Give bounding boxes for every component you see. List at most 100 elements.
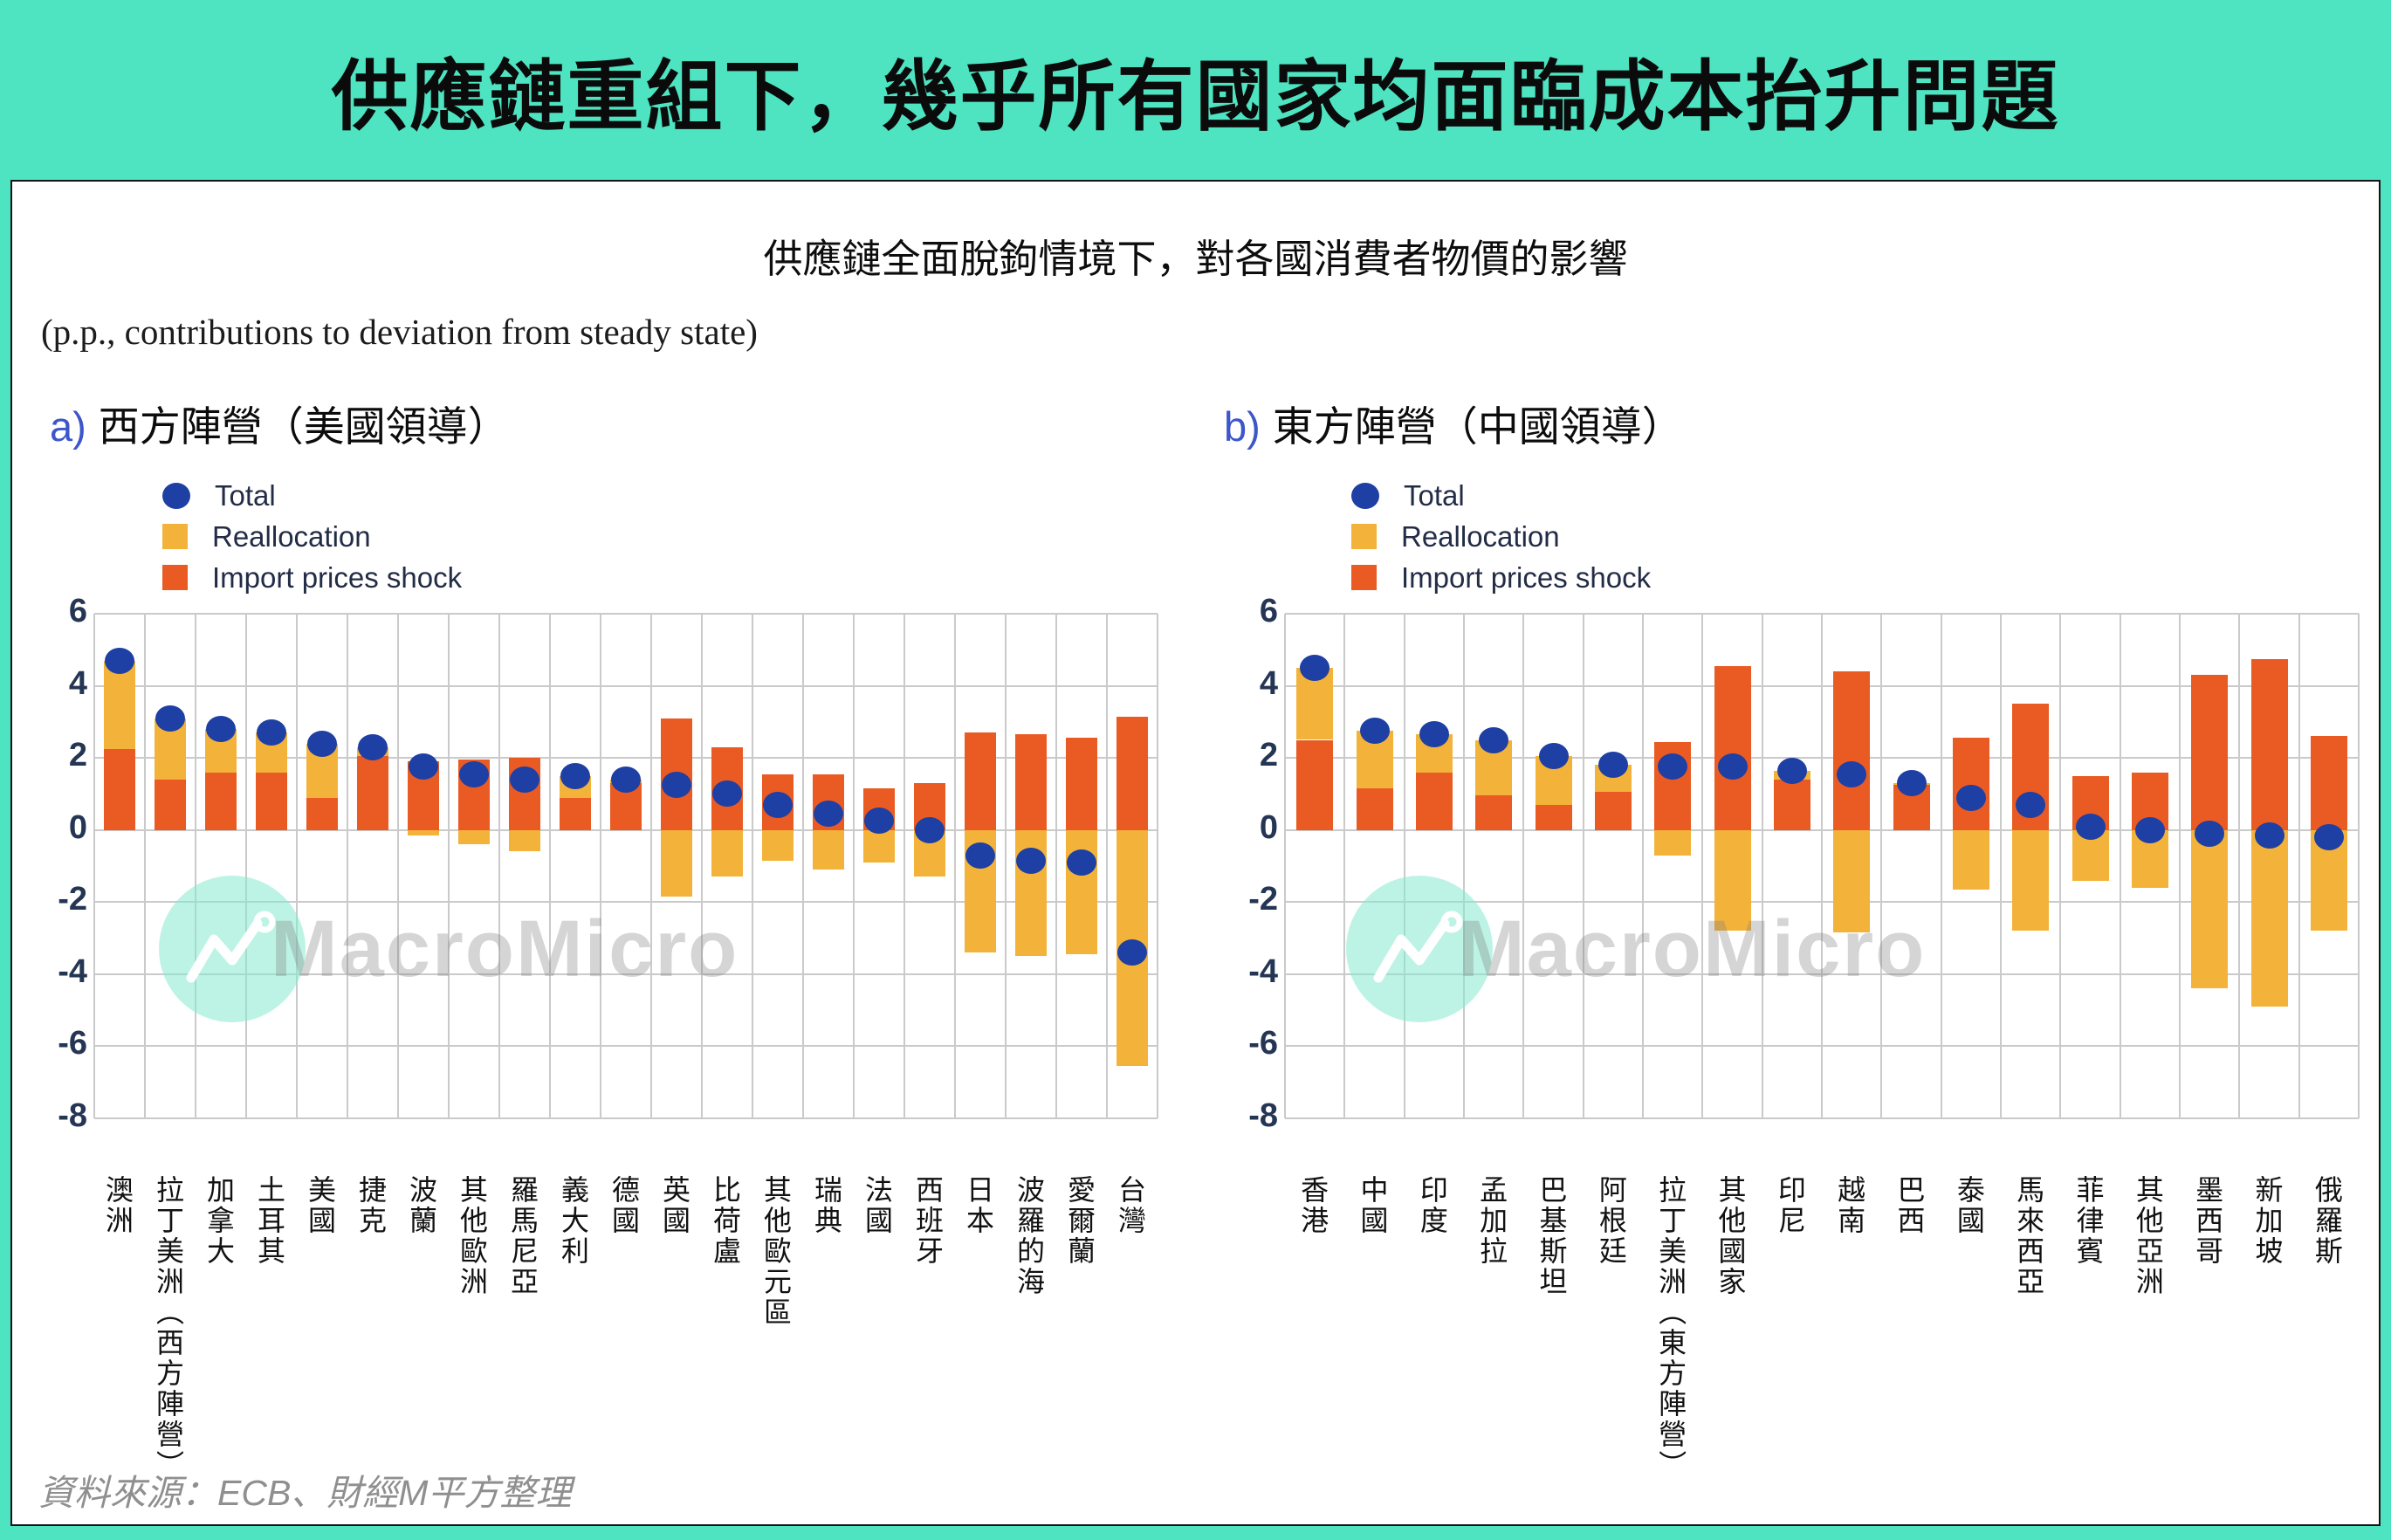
bar-segment-import-prices-shock xyxy=(1714,665,1751,830)
total-dot xyxy=(206,716,236,743)
legend-item-reallocation: Reallocation xyxy=(1351,516,1840,557)
bar-segment-reallocation xyxy=(1833,829,1871,933)
bar-segment-import-prices-shock xyxy=(2191,675,2229,830)
bar-segment-import-prices-shock xyxy=(155,779,186,830)
total-dot xyxy=(1955,784,1986,811)
x-axis-category-label: 中國 xyxy=(1357,1175,1389,1236)
bar-segment-reallocation xyxy=(711,829,743,877)
y-axis-tick-label: 4 xyxy=(1259,664,1278,702)
panel-b-title-text: 東方陣營（中國領導） xyxy=(1272,403,1683,450)
gridline xyxy=(195,614,196,1118)
axis-unit-note: (p.p., contributions to deviation from s… xyxy=(41,312,758,352)
reallocation-swatch xyxy=(1351,524,1377,549)
legend-label-import: Import prices shock xyxy=(1401,560,1652,594)
x-axis-category-label: 香港 xyxy=(1297,1175,1329,1236)
x-axis-category-label: 愛爾蘭 xyxy=(1064,1175,1096,1267)
bar-segment-import-prices-shock xyxy=(1833,671,1871,830)
gridline xyxy=(600,614,601,1118)
bar-segment-reallocation xyxy=(863,829,895,863)
bar-segment-reallocation xyxy=(1952,829,1989,890)
x-axis-category-label: 其他歐洲 xyxy=(457,1175,488,1297)
total-dot xyxy=(459,760,489,787)
x-axis-category-label: 波蘭 xyxy=(406,1175,437,1236)
x-axis-category-label: 日本 xyxy=(963,1175,994,1236)
gridline xyxy=(650,614,652,1118)
total-dot xyxy=(1538,743,1569,770)
bar-segment-import-prices-shock xyxy=(1594,792,1632,830)
gridline xyxy=(1404,614,1405,1118)
x-axis-category-label: 比荷盧 xyxy=(710,1175,741,1267)
legend-label-import: Import prices shock xyxy=(212,560,463,594)
total-dot xyxy=(257,719,286,746)
gridline xyxy=(1762,614,1763,1118)
x-axis-category-label: 英國 xyxy=(659,1175,691,1236)
legend-label-reallocation: Reallocation xyxy=(1401,519,1560,553)
x-axis-category-label: 美國 xyxy=(305,1175,336,1236)
import-shock-swatch xyxy=(1351,565,1377,590)
gridline xyxy=(144,614,146,1118)
bar-segment-reallocation xyxy=(2250,829,2288,1007)
gridline xyxy=(2000,614,2002,1118)
gridline xyxy=(802,614,804,1118)
gridline xyxy=(94,828,1158,831)
gridline xyxy=(752,614,753,1118)
gridline xyxy=(2298,614,2300,1118)
total-dot xyxy=(662,772,691,799)
bar-segment-import-prices-shock xyxy=(1116,716,1148,830)
x-axis-category-label: 巴西 xyxy=(1893,1175,1926,1236)
y-axis-tick-label: -2 xyxy=(58,881,87,918)
legend-label-reallocation: Reallocation xyxy=(212,519,371,553)
total-dot xyxy=(2313,823,2344,850)
x-axis-category-label: 拉丁美洲（東方陣營） xyxy=(1655,1175,1687,1481)
bar-segment-reallocation xyxy=(509,829,540,852)
total-dot xyxy=(864,808,894,835)
page-title: 供應鏈重組下，幾乎所有國家均面臨成本抬升問題 xyxy=(331,52,2060,140)
bar-segment-import-prices-shock xyxy=(965,732,996,830)
x-axis-category-label: 加拿大 xyxy=(203,1175,235,1267)
panel-a-letter: a) xyxy=(50,403,86,450)
total-dot xyxy=(1479,726,1509,753)
total-dot xyxy=(814,801,843,828)
legend-item-total: Total xyxy=(1351,475,1840,516)
bar-segment-reallocation xyxy=(661,829,692,897)
total-dot xyxy=(2254,822,2285,849)
x-axis-category-label: 波羅的海 xyxy=(1013,1175,1045,1297)
total-dot xyxy=(1717,753,1748,780)
legend-item-import: Import prices shock xyxy=(162,557,651,598)
total-dot xyxy=(1837,760,1867,787)
gridline xyxy=(94,901,1158,904)
total-dot xyxy=(1658,753,1688,780)
total-dot xyxy=(1419,721,1449,748)
bar-segment-reallocation xyxy=(408,829,439,835)
gridline xyxy=(1343,614,1345,1118)
gridline xyxy=(347,614,348,1118)
gridline xyxy=(1642,614,1644,1118)
x-axis-category-label: 新加坡 xyxy=(2251,1175,2284,1267)
gridline xyxy=(1005,614,1007,1118)
x-axis-category-label: 馬來西亞 xyxy=(2013,1175,2045,1297)
gridline xyxy=(2179,614,2181,1118)
bar-segment-import-prices-shock xyxy=(1015,734,1047,830)
gridline xyxy=(94,613,1158,615)
x-axis-category-label: 印度 xyxy=(1416,1175,1448,1236)
x-axis-category-label: 法國 xyxy=(862,1175,893,1236)
bar-segment-import-prices-shock xyxy=(357,756,388,830)
bar-segment-import-prices-shock xyxy=(1415,772,1453,830)
import-shock-swatch xyxy=(162,565,188,590)
bar-segment-reallocation xyxy=(104,660,135,749)
total-dot xyxy=(2075,813,2106,840)
x-axis-category-label: 俄羅斯 xyxy=(2311,1175,2343,1267)
bar-segment-import-prices-shock xyxy=(1356,788,1393,830)
x-axis-category-label: 巴基斯坦 xyxy=(1536,1175,1568,1297)
bar-segment-import-prices-shock xyxy=(104,748,135,830)
bar-segment-import-prices-shock xyxy=(256,772,287,830)
gridline xyxy=(1583,614,1584,1118)
bar-segment-import-prices-shock xyxy=(1535,804,1572,830)
bar-segment-import-prices-shock xyxy=(2250,658,2288,830)
total-dot xyxy=(560,762,590,789)
y-axis-tick-label: -4 xyxy=(58,952,87,990)
bar-segment-import-prices-shock xyxy=(1952,738,1989,830)
y-axis-tick-label: 0 xyxy=(1259,808,1278,846)
chart-subtitle: 供應鏈全面脫鉤情境下，對各國消費者物價的影響 xyxy=(763,237,1628,281)
x-axis-category-label: 菲律賓 xyxy=(2072,1175,2105,1267)
